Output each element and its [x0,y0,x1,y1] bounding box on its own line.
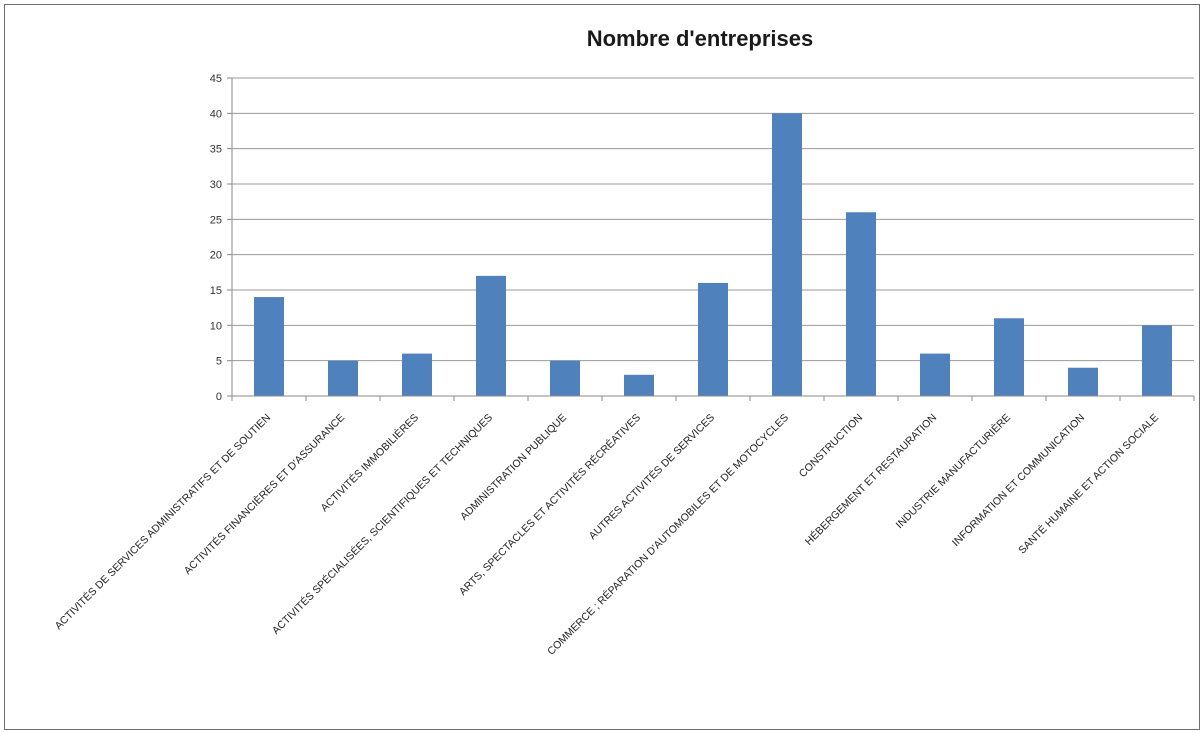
x-category-label: INFORMATION ET COMMUNICATION [950,412,1087,549]
bar [550,360,580,396]
y-tick-label: 30 [210,179,222,191]
x-category-label: SANTÉ HUMAINE ET ACTION SOCIALE [1016,411,1162,557]
y-tick-label: 35 [210,144,222,156]
bar [328,360,358,396]
bar [994,318,1024,396]
y-tick-label: 15 [210,285,222,297]
y-tick-label: 10 [210,320,222,332]
bar [1142,325,1172,396]
x-category-label: ACTIVITÉS FINANCIÈRES ET D'ASSURANCE [181,411,347,577]
bar [254,297,284,396]
bar [476,275,506,396]
x-category-label: COMMERCE ; RÉPARATION D'AUTOMOBILES ET D… [544,411,791,658]
bar [846,212,876,396]
bar [402,353,432,396]
y-tick-label: 0 [216,391,222,403]
bar [1068,367,1098,396]
y-tick-label: 5 [216,356,222,368]
y-tick-label: 20 [210,250,222,262]
bar [624,374,654,396]
bar [772,113,802,396]
chart-title: Nombre d'entreprises [586,26,814,51]
y-tick-label: 25 [210,214,222,226]
x-category-label: AUTRES ACTIVITÉS DE SERVICES [586,411,717,542]
bar [920,353,950,396]
y-tick-label: 45 [210,73,222,85]
y-tick-label: 40 [210,108,222,120]
x-category-label: CONSTRUCTION [797,412,865,480]
x-category-label: HÉBERGEMENT ET RESTAURATION [802,411,939,548]
bar [698,282,728,396]
x-category-label: INDUSTRIE MANUFACTURIÈRE [893,411,1013,531]
